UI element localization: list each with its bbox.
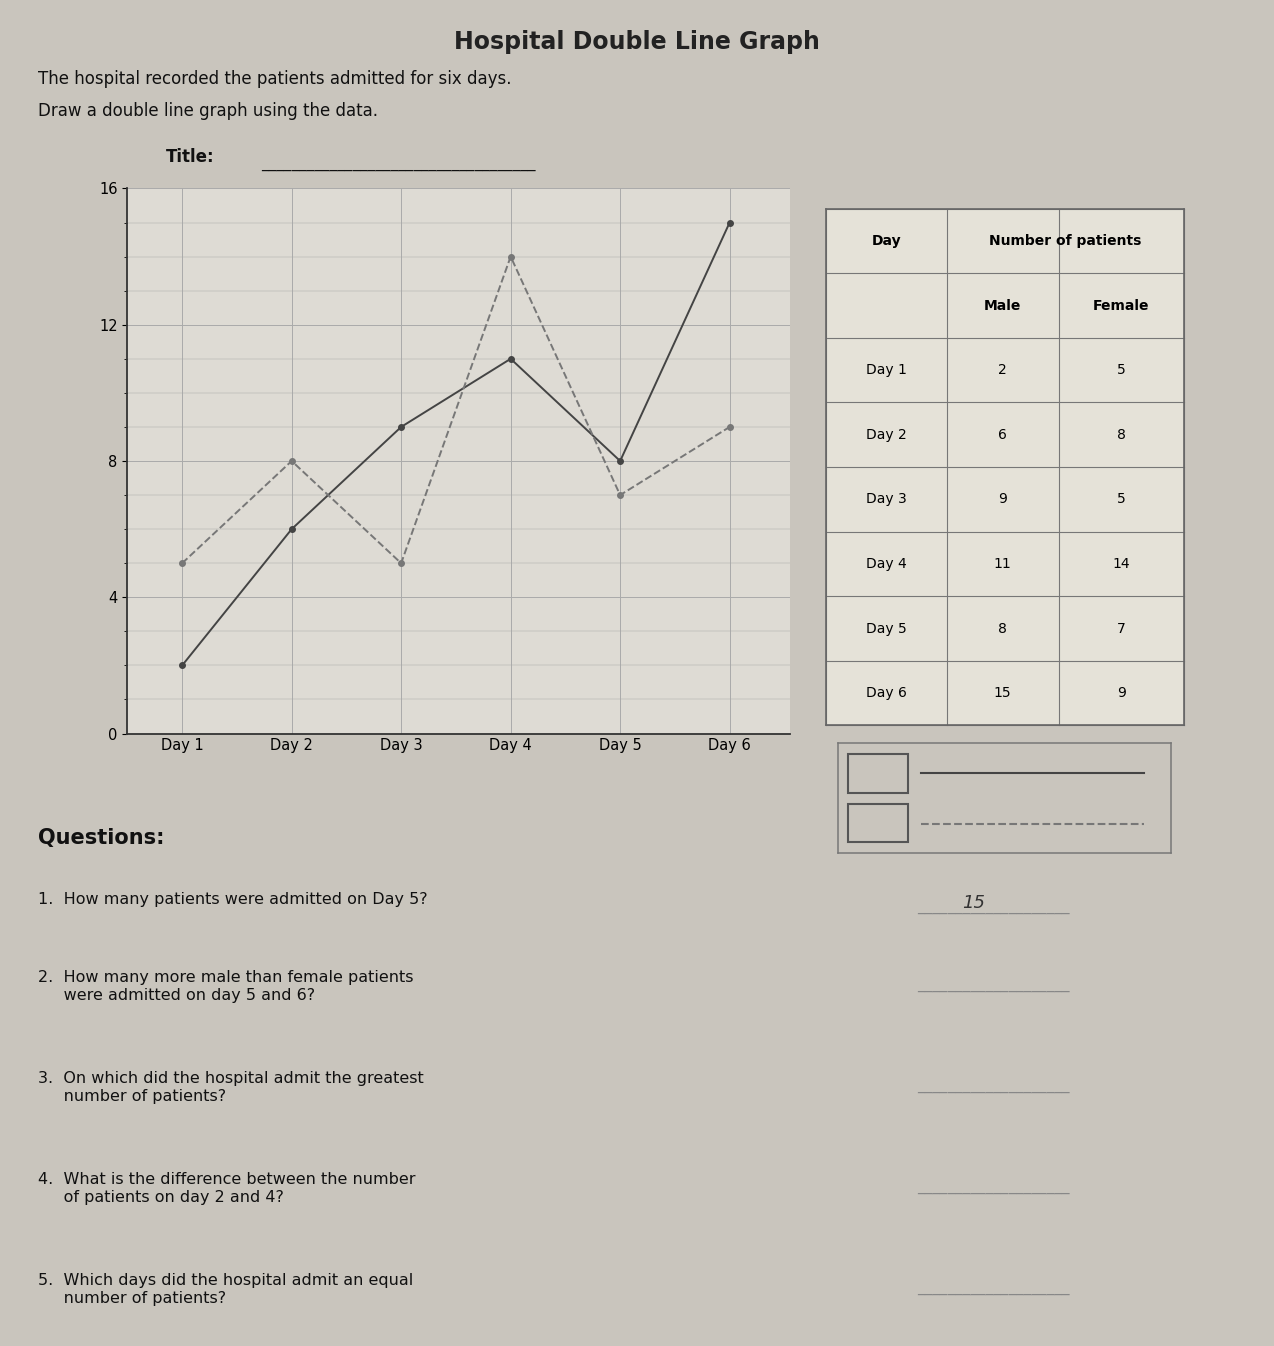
Bar	[848, 804, 908, 843]
Text: ____________________: ____________________	[917, 1179, 1070, 1194]
Text: 15: 15	[962, 894, 985, 911]
Text: Draw a double line graph using the data.: Draw a double line graph using the data.	[38, 102, 378, 120]
Text: 11: 11	[994, 557, 1012, 571]
Text: 9: 9	[1117, 686, 1125, 700]
Text: Female: Female	[1093, 299, 1149, 312]
Text: ____________________: ____________________	[917, 899, 1070, 914]
Text: ____________________________________: ____________________________________	[261, 156, 535, 171]
Text: 1.  How many patients were admitted on Day 5?: 1. How many patients were admitted on Da…	[38, 892, 428, 907]
Text: ____________________: ____________________	[917, 1078, 1070, 1093]
Text: Day 4: Day 4	[866, 557, 906, 571]
Text: Day 3: Day 3	[866, 493, 906, 506]
Text: 5.  Which days did the hospital admit an equal
     number of patients?: 5. Which days did the hospital admit an …	[38, 1273, 414, 1306]
Text: Hospital Double Line Graph: Hospital Double Line Graph	[454, 30, 820, 54]
Text: 2.  How many more male than female patients
     were admitted on day 5 and 6?: 2. How many more male than female patien…	[38, 970, 414, 1003]
Text: Male: Male	[984, 299, 1022, 312]
Text: Day 5: Day 5	[866, 622, 906, 635]
Text: 8: 8	[999, 622, 1006, 635]
Text: Day: Day	[871, 234, 901, 248]
Text: 5: 5	[1117, 493, 1125, 506]
Text: 4.  What is the difference between the number
     of patients on day 2 and 4?: 4. What is the difference between the nu…	[38, 1172, 415, 1205]
Text: Number of patients: Number of patients	[989, 234, 1142, 248]
Text: The hospital recorded the patients admitted for six days.: The hospital recorded the patients admit…	[38, 70, 512, 87]
Text: Day 6: Day 6	[865, 686, 907, 700]
Text: Title:: Title:	[166, 148, 214, 166]
Text: Day 2: Day 2	[866, 428, 906, 441]
Bar	[848, 754, 908, 793]
Text: 6: 6	[999, 428, 1006, 441]
Text: 8: 8	[1117, 428, 1125, 441]
Text: ____________________: ____________________	[917, 977, 1070, 992]
Text: 9: 9	[999, 493, 1006, 506]
Text: 2: 2	[999, 363, 1006, 377]
Text: 15: 15	[994, 686, 1012, 700]
Text: Questions:: Questions:	[38, 828, 164, 848]
Text: Day 1: Day 1	[865, 363, 907, 377]
Text: 14: 14	[1112, 557, 1130, 571]
Text: 7: 7	[1117, 622, 1125, 635]
Text: 5: 5	[1117, 363, 1125, 377]
Text: ____________________: ____________________	[917, 1280, 1070, 1295]
Text: 3.  On which did the hospital admit the greatest
     number of patients?: 3. On which did the hospital admit the g…	[38, 1071, 424, 1104]
